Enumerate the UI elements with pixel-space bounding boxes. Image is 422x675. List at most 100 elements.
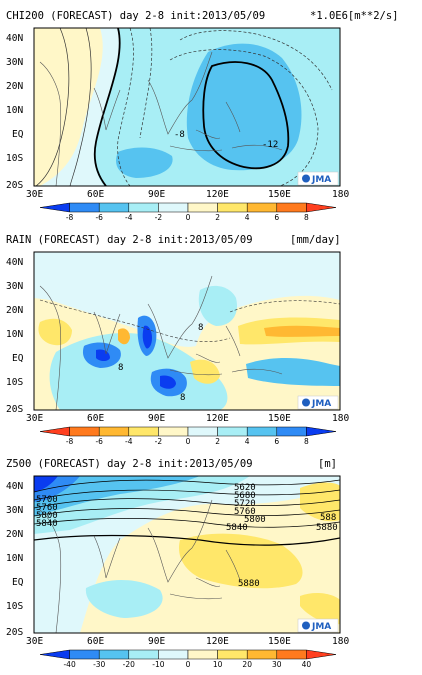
x-tick-label: 180 (332, 189, 349, 200)
y-tick-labels: 40N 30N 20N 10N EQ 10S 20S (6, 481, 24, 638)
y-tick-label: 40N (6, 481, 23, 492)
colorbar-tick-label: -6 (95, 213, 103, 222)
colorbar-swatch (306, 202, 337, 213)
y-tick-label: 20S (6, 627, 23, 638)
coastline (39, 61, 62, 186)
y-tick-label: 40N (6, 257, 23, 268)
logo-globe-icon (302, 398, 310, 407)
x-tick-label: 60E (87, 636, 104, 647)
x-tick-labels: 30E 60E 90E 120E 150E 180 (26, 189, 349, 200)
y-tick-label: 30N (6, 505, 23, 516)
x-tick-label: 150E (268, 636, 291, 647)
logo-globe-icon (302, 174, 310, 183)
y-tick-labels: 40N 30N 20N 10N EQ 10S 20S (6, 33, 24, 191)
colorbar-tick-label: -10 (152, 660, 164, 669)
contour-label: 5720 (234, 499, 256, 509)
colorbar-swatch (246, 426, 278, 437)
contour-line (34, 518, 340, 528)
map-frame (33, 251, 341, 411)
colorbar-swatch (217, 202, 248, 213)
y-tick-label: 10N (6, 329, 23, 340)
colorbar-swatch (128, 649, 159, 660)
colorbar: -40 -30 -20 -10 0 10 20 30 40 (39, 649, 337, 669)
shade-dry (38, 318, 72, 346)
logo-text: JMA (311, 399, 331, 409)
contour-label: 5800 (36, 511, 58, 521)
coastline (169, 325, 241, 376)
shade-dry (264, 325, 340, 337)
colorbar-swatch (39, 202, 70, 213)
colorbar-swatch (217, 649, 248, 660)
contour-label: 5700 (36, 495, 58, 505)
colorbar-tick-label: -8 (66, 437, 74, 446)
y-tick-label: 30N (6, 281, 23, 292)
contour-label: 588 (320, 513, 336, 523)
x-tick-label: 180 (332, 636, 349, 647)
colorbar-tick-label: 0 (186, 660, 191, 669)
colorbar-tick-label: 4 (245, 213, 250, 222)
contour-label: 5800 (244, 515, 266, 525)
contour-label: 5840 (36, 519, 58, 529)
colorbar-swatch (69, 426, 100, 437)
x-tick-label: 120E (206, 189, 229, 200)
panel-z500: Z500 (FORECAST) day 2-8 init:2013/05/09 … (6, 458, 349, 647)
y-tick-label: EQ (12, 577, 24, 588)
colorbar-swatch (39, 649, 70, 660)
y-tick-label: 20S (6, 180, 23, 191)
y-axis: 40N 30N 20N 10N EQ 10S 20S (6, 33, 24, 191)
coastlines (39, 51, 283, 186)
colorbar-swatch (306, 649, 337, 660)
zero-contour (93, 28, 121, 186)
colorbar-swatch (217, 426, 248, 437)
x-tick-label: 60E (87, 413, 104, 424)
shade-dry (190, 359, 220, 384)
colorbar-tick-label: -30 (93, 660, 105, 669)
colorbar-tick-label: 0 (186, 437, 191, 446)
colorbar-tick-label: -2 (155, 213, 163, 222)
panel-title: Z500 (FORECAST) day 2-8 init:2013/05/09 (6, 458, 253, 470)
coastline (93, 311, 121, 355)
coastline (147, 51, 213, 135)
y-tick-label: EQ (12, 353, 24, 364)
y-tick-labels: 40N 30N 20N 10N EQ 10S 20S (6, 257, 24, 415)
coastlines (39, 499, 241, 633)
colorbar-swatch (246, 649, 278, 660)
colorbar-swatch (187, 202, 218, 213)
logo-text: JMA (311, 622, 331, 632)
contour-line (39, 299, 231, 342)
shade-negative-deep (34, 476, 200, 516)
colorbar-swatch (246, 202, 278, 213)
logo-globe-icon (302, 621, 310, 630)
y-tick-label: EQ (12, 129, 24, 140)
panel-rain: RAIN (FORECAST) day 2-8 init:2013/05/09 … (6, 234, 349, 424)
colorbar-tick-label: 30 (272, 660, 282, 669)
y-tick-label: 10S (6, 601, 23, 612)
x-tick-label: 30E (26, 413, 43, 424)
y-tick-label: 30N (6, 57, 23, 68)
colorbar-swatch (187, 649, 218, 660)
coastline (231, 368, 283, 375)
contour-label: 5840 (226, 523, 248, 533)
shade-dry (118, 328, 130, 345)
shade-negative-deep (186, 43, 302, 171)
colorbar-tick-label: 40 (302, 660, 312, 669)
contour-line (34, 498, 340, 509)
colorbar-tick-label: -4 (125, 437, 133, 446)
minimum-contour (202, 61, 290, 170)
x-tick-label: 60E (87, 189, 104, 200)
jma-logo: JMA (297, 171, 339, 186)
y-tick-label: 20S (6, 404, 23, 415)
colorbar: -8 -6 -4 -2 0 2 4 6 8 (39, 426, 337, 446)
y-tick-label: 10N (6, 105, 23, 116)
x-tick-label: 180 (332, 413, 349, 424)
panel-chi200: CHI200 (FORECAST) day 2-8 init:2013/05/0… (6, 10, 399, 200)
panel-units: [m] (318, 458, 337, 470)
shade-negative-deep-2 (116, 147, 173, 178)
y-tick-label: 40N (6, 33, 23, 44)
colorbar-tick-label: -8 (66, 213, 74, 222)
panel-units: [mm/day] (290, 234, 341, 246)
colorbar-tick-label: -2 (155, 437, 163, 446)
colorbar-tick-label: 6 (274, 437, 279, 446)
x-tick-label: 120E (206, 636, 229, 647)
